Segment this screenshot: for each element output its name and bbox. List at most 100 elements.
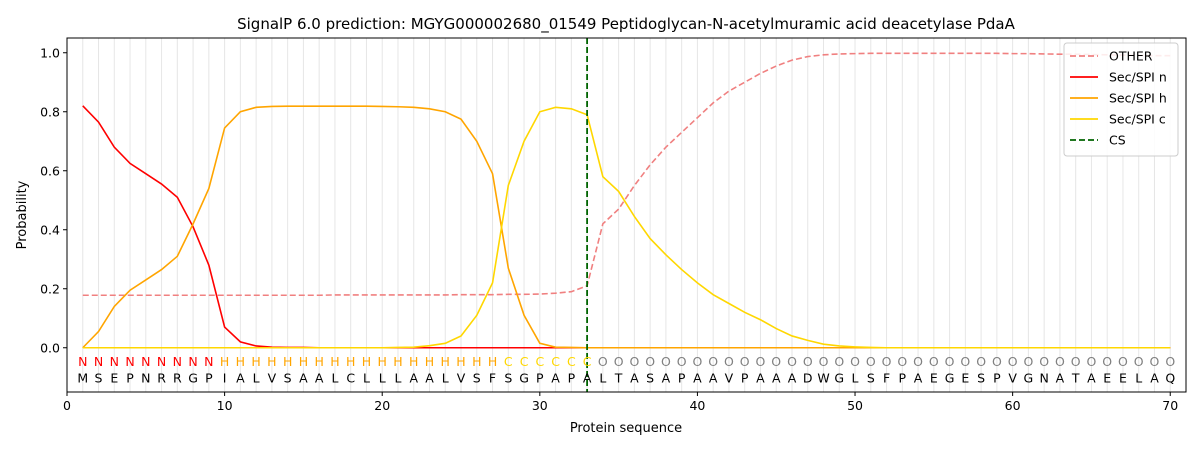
series-line-sec-spi-n <box>82 105 1171 349</box>
residue-label: A <box>914 370 923 385</box>
region-label: H <box>441 354 450 369</box>
residue-label: A <box>1087 370 1096 385</box>
legend-label: Sec/SPI c <box>1109 112 1166 127</box>
region-label: N <box>78 354 87 369</box>
region-label: N <box>110 354 119 369</box>
residue-label: P <box>126 370 134 385</box>
residue-label: L <box>442 370 449 385</box>
x-axis-label: Protein sequence <box>570 421 682 436</box>
y-tick-label: 0.8 <box>40 104 60 119</box>
residue-label: G <box>834 370 844 385</box>
residue-label: G <box>945 370 955 385</box>
residue-label: L <box>331 370 338 385</box>
axis-layer: 0 10 20 30 40 50 60 70 0.0 0.2 0.4 0.6 0.8 1.0 <box>40 45 1178 413</box>
residue-label: S <box>977 370 985 385</box>
region-label: O <box>661 354 671 369</box>
residue-label: A <box>709 370 718 385</box>
region-label: O <box>693 354 703 369</box>
residue-label: A <box>662 370 671 385</box>
region-label: O <box>1102 354 1112 369</box>
region-label: H <box>409 354 418 369</box>
region-label: O <box>850 354 860 369</box>
region-label: H <box>393 354 402 369</box>
residue-label: S <box>504 370 512 385</box>
residue-label: V <box>1008 370 1017 385</box>
series-line-sec-spi-h <box>82 105 1171 349</box>
residue-label: A <box>425 370 434 385</box>
region-label: O <box>1023 354 1033 369</box>
residue-label: P <box>205 370 213 385</box>
residue-label: V <box>457 370 466 385</box>
residue-label: L <box>379 370 386 385</box>
series-line-sec-spi-c <box>82 106 1171 349</box>
region-label: H <box>472 354 481 369</box>
region-label: H <box>330 354 339 369</box>
region-label: O <box>929 354 939 369</box>
region-label: H <box>236 354 245 369</box>
legend-label: Sec/SPI h <box>1109 91 1167 106</box>
region-label: O <box>708 354 718 369</box>
residue-label: E <box>1103 370 1111 385</box>
residue-label: A <box>236 370 245 385</box>
region-label: O <box>740 354 750 369</box>
region-label: H <box>425 354 434 369</box>
region-label: N <box>204 354 213 369</box>
region-label: O <box>645 354 655 369</box>
residue-label: T <box>614 370 623 385</box>
region-label: O <box>1008 354 1018 369</box>
region-label: O <box>1150 354 1160 369</box>
region-label: O <box>1071 354 1081 369</box>
region-label: O <box>803 354 813 369</box>
residue-label: P <box>899 370 907 385</box>
region-label: O <box>1055 354 1065 369</box>
residue-label: S <box>473 370 481 385</box>
y-tick-label: 0.2 <box>40 281 60 296</box>
residue-label: A <box>756 370 765 385</box>
region-label: H <box>346 354 355 369</box>
residue-label: P <box>536 370 544 385</box>
residue-label: L <box>394 370 401 385</box>
residue-label: F <box>489 370 496 385</box>
region-label: H <box>456 354 465 369</box>
residue-label: E <box>961 370 969 385</box>
residue-label: L <box>1135 370 1142 385</box>
legend-label: CS <box>1109 133 1126 148</box>
x-tick-label: 20 <box>374 398 390 413</box>
region-label: O <box>819 354 829 369</box>
residue-label: P <box>741 370 749 385</box>
x-tick-label: 10 <box>217 398 233 413</box>
region-label: N <box>125 354 134 369</box>
region-label: O <box>960 354 970 369</box>
legend: OTHER Sec/SPI n Sec/SPI h Sec/SPI c CS <box>1063 42 1179 157</box>
region-label: C <box>504 354 513 369</box>
residue-label: G <box>188 370 198 385</box>
residue-label: N <box>141 370 150 385</box>
x-tick-label: 0 <box>63 398 71 413</box>
region-label: N <box>188 354 197 369</box>
plot-frame <box>66 37 1187 393</box>
region-label: C <box>583 354 592 369</box>
chart-title: SignalP 6.0 prediction: MGYG000002680_01… <box>237 15 1016 34</box>
region-label: O <box>756 354 766 369</box>
residue-label: C <box>346 370 355 385</box>
residue-label: G <box>519 370 529 385</box>
y-tick-label: 0.0 <box>40 340 60 355</box>
residue-label: M <box>77 370 88 385</box>
x-tick-label: 40 <box>689 398 705 413</box>
residue-label: A <box>551 370 560 385</box>
residue-label: P <box>993 370 1001 385</box>
region-label: O <box>945 354 955 369</box>
y-tick-label: 0.4 <box>40 222 60 237</box>
region-label: O <box>677 354 687 369</box>
residue-label: S <box>284 370 292 385</box>
legend-box <box>1063 42 1179 157</box>
legend-label: OTHER <box>1109 49 1153 64</box>
region-label: N <box>94 354 103 369</box>
y-tick-label: 1.0 <box>40 45 60 60</box>
grid-layer <box>82 38 1171 392</box>
residue-label: A <box>409 370 418 385</box>
residue-label: A <box>299 370 308 385</box>
region-label: H <box>378 354 387 369</box>
